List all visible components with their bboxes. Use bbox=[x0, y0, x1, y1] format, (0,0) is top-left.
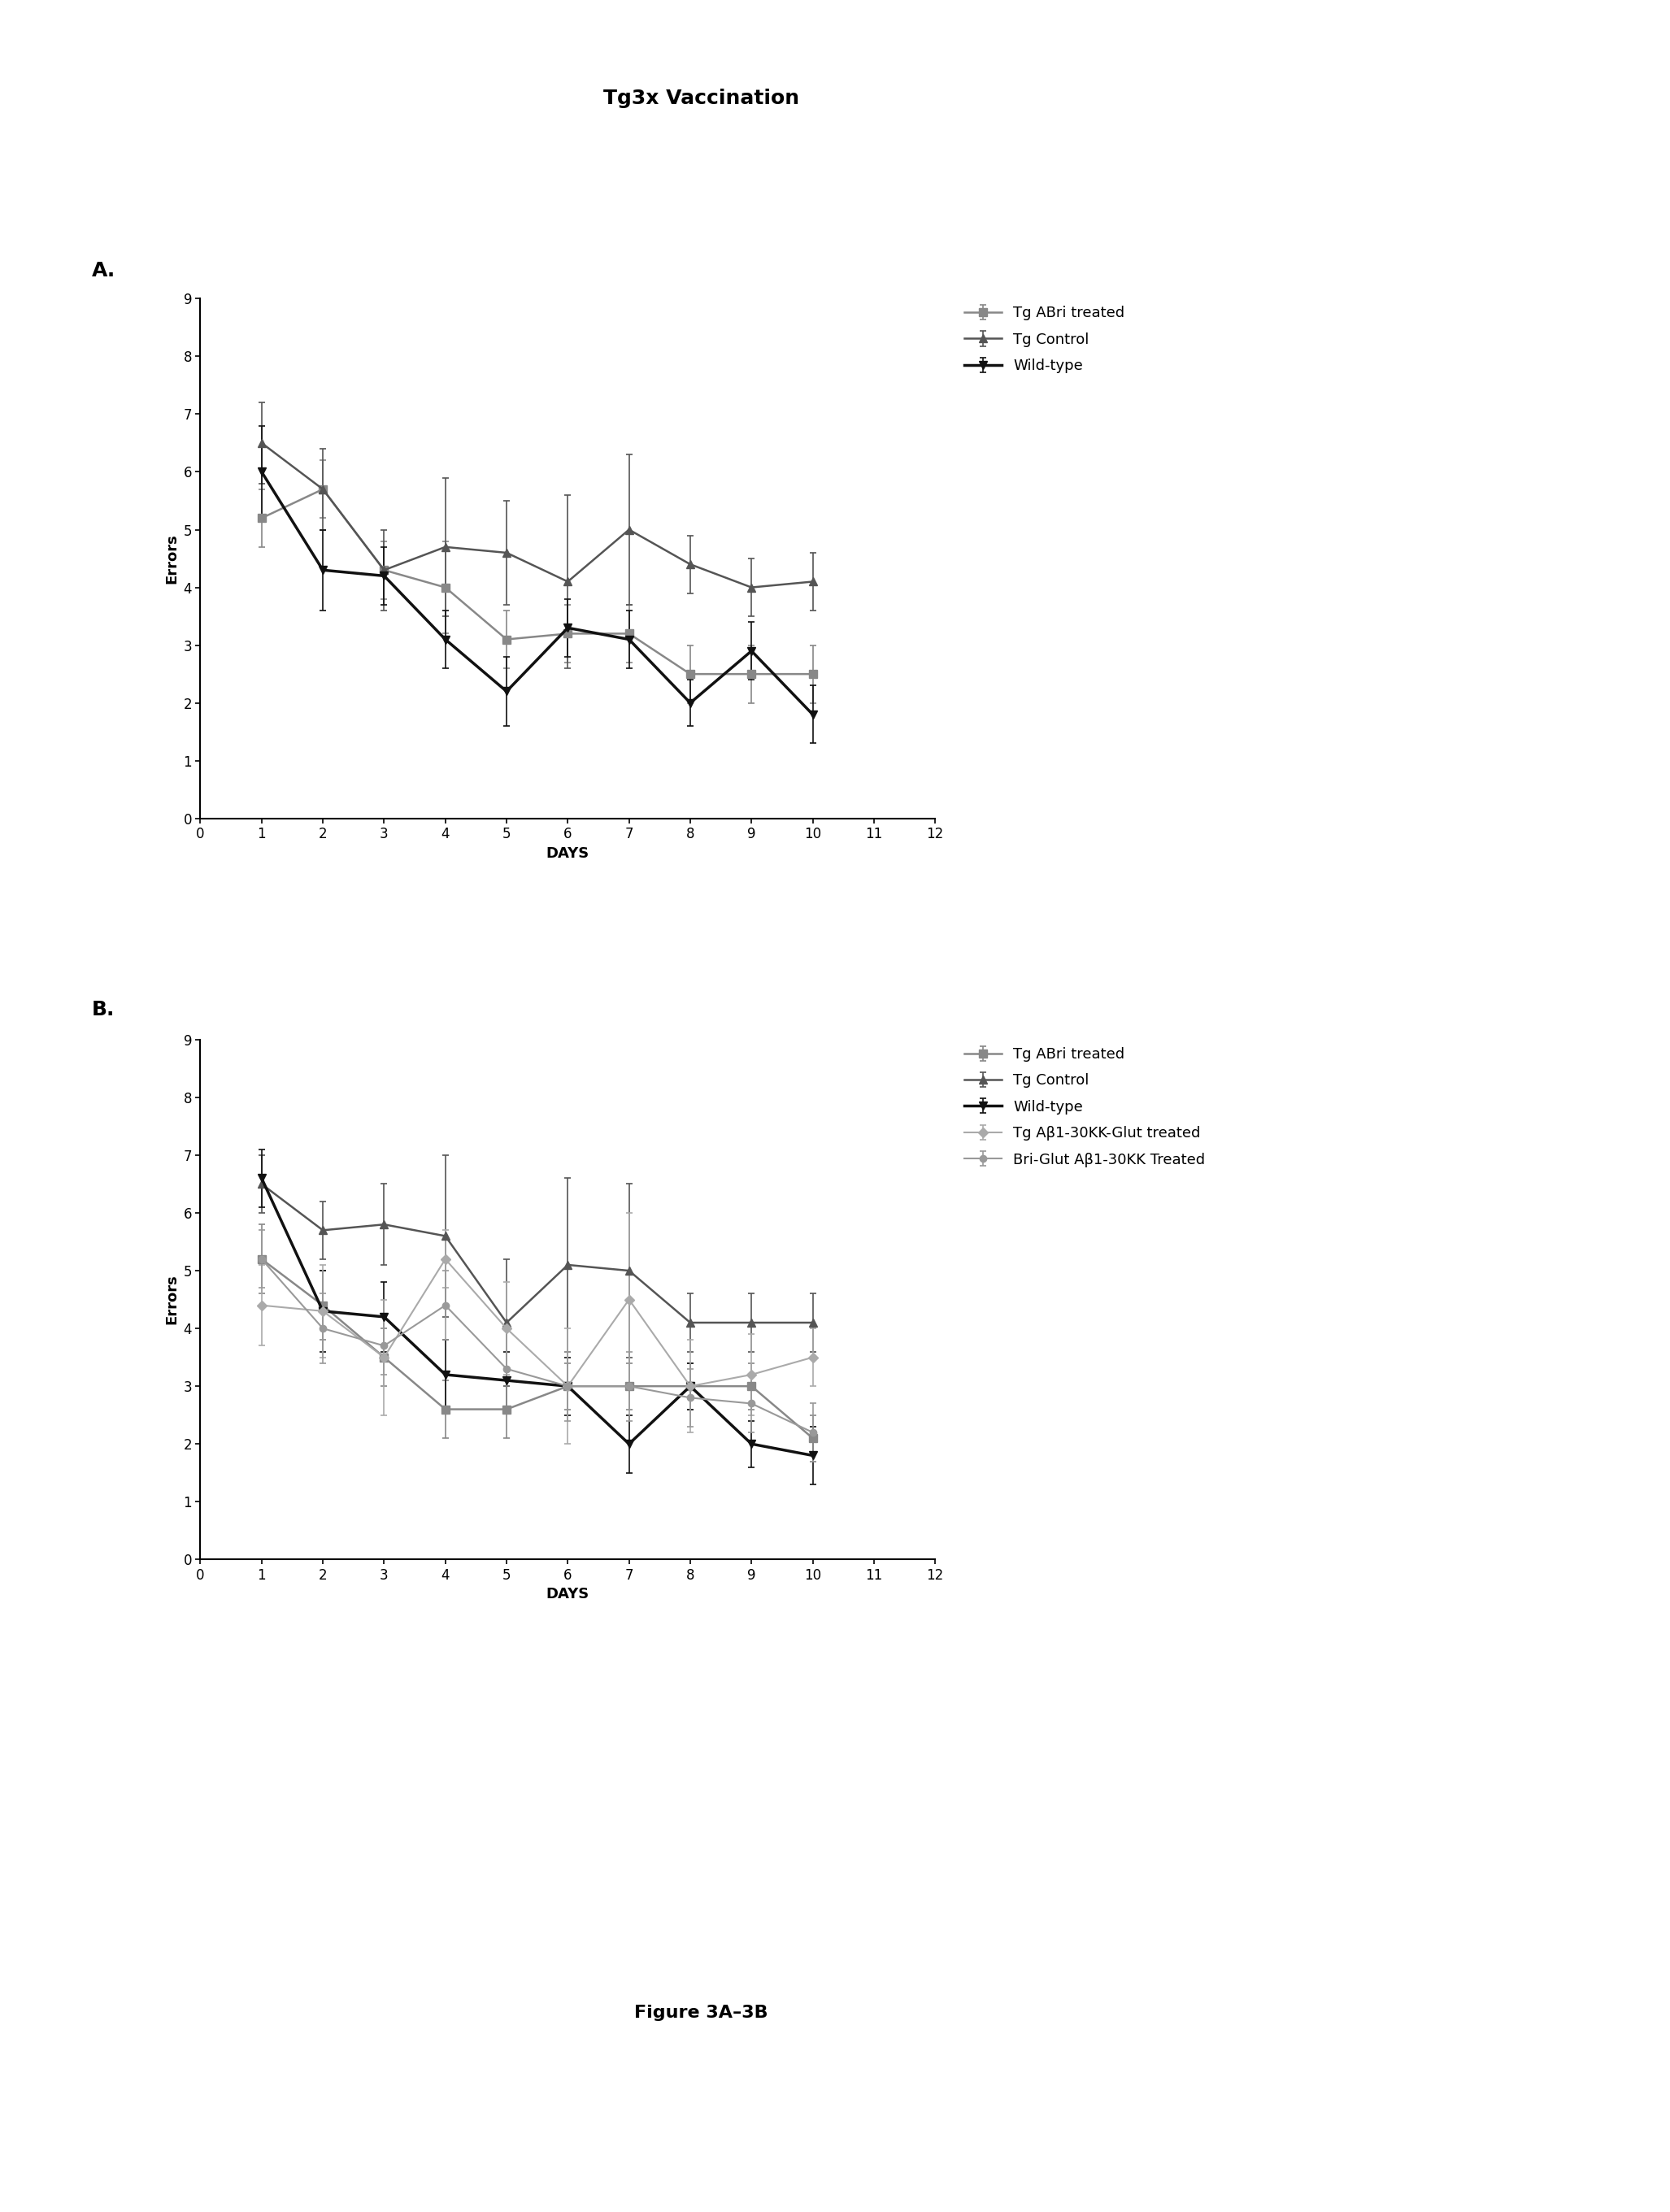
X-axis label: DAYS: DAYS bbox=[546, 845, 590, 860]
Legend: Tg ABri treated, Tg Control, Wild-type, Tg Aβ1-30KK-Glut treated, Bri-Glut Aβ1-3: Tg ABri treated, Tg Control, Wild-type, … bbox=[965, 1046, 1206, 1168]
Text: A.: A. bbox=[92, 261, 115, 281]
Text: Figure 3A–3B: Figure 3A–3B bbox=[635, 2004, 768, 2022]
Legend: Tg ABri treated, Tg Control, Wild-type: Tg ABri treated, Tg Control, Wild-type bbox=[965, 305, 1124, 374]
X-axis label: DAYS: DAYS bbox=[546, 1586, 590, 1601]
Text: Tg3x Vaccination: Tg3x Vaccination bbox=[603, 88, 800, 108]
Text: B.: B. bbox=[92, 1000, 115, 1020]
Y-axis label: Errors: Errors bbox=[164, 1274, 179, 1325]
Y-axis label: Errors: Errors bbox=[164, 533, 179, 584]
